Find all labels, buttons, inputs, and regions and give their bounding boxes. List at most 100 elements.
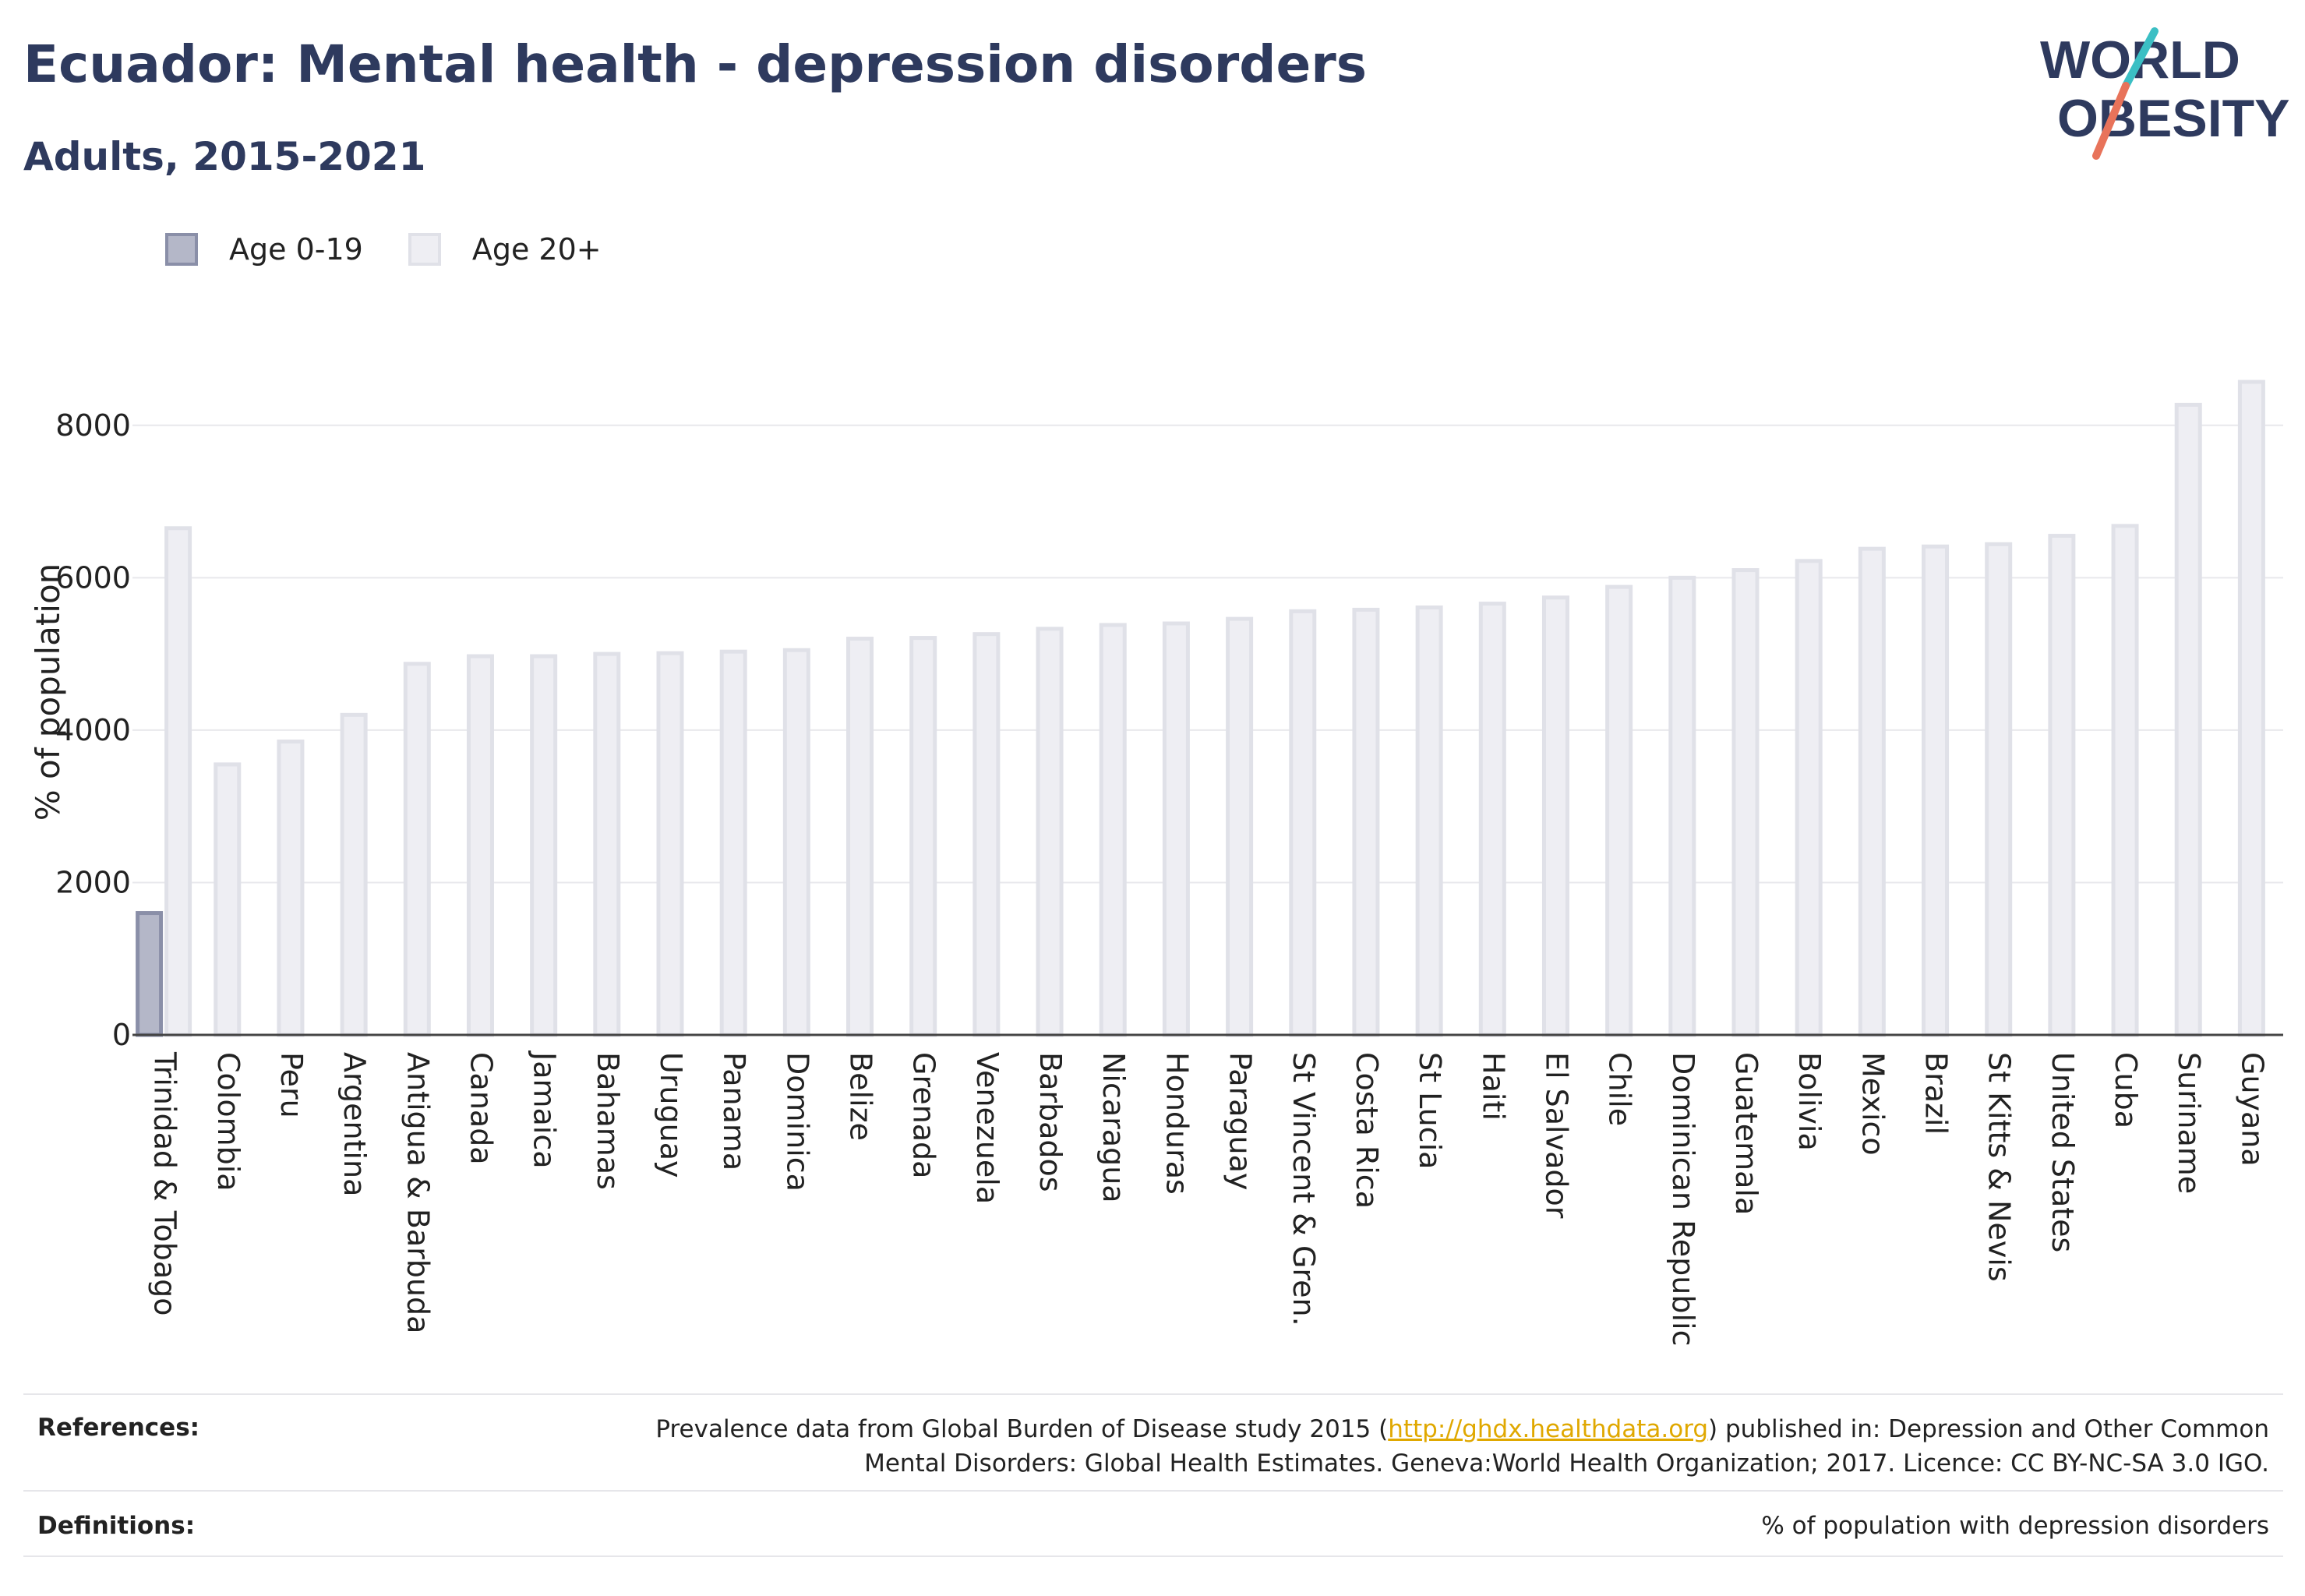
legend-item-age-0-19[interactable]: Age 0-19 [165,232,363,267]
bar-trinidad-tobago-age-0-19[interactable] [136,911,164,1037]
references-link[interactable]: http://ghdx.healthdata.org [1388,1415,1709,1443]
y-axis-ticks: 0 2000 4000 6000 8000 [55,408,131,1052]
x-tick-label-guyana: Guyana [2235,1052,2269,1167]
x-tick-label-dominican-republic: Dominican Republic [1666,1052,1700,1346]
bar-bahamas-age-20[interactable] [593,651,621,1037]
references-text-line2: Mental Disorders: Global Health Estimate… [864,1449,2269,1478]
y-tick-label-2000: 2000 [55,865,131,899]
bar-el-salvador-age-20[interactable] [1541,595,1569,1037]
legend-swatch-age-0-19 [165,233,198,266]
bar-panama-age-20[interactable] [719,649,747,1037]
x-tick-label-chile: Chile [1603,1052,1637,1126]
references-text: Prevalence data from Global Burden of Di… [555,1412,2269,1481]
logo-stroke-teal [2122,27,2159,90]
bar-brazil-age-20[interactable] [1922,544,1950,1037]
bar-st-kitts-nevis-age-20[interactable] [1985,542,2013,1037]
x-tick-label-jamaica: Jamaica [528,1050,562,1169]
chart-subtitle: Adults, 2015-2021 [23,134,426,179]
bar-haiti-age-20[interactable] [1478,602,1506,1037]
bar-nicaragua-age-20[interactable] [1099,623,1127,1037]
definitions-label: Definitions: [37,1512,196,1540]
x-tick-label-panama: Panama [717,1052,751,1171]
x-tick-label-argentina: Argentina [337,1052,372,1196]
bar-honduras-age-20[interactable] [1162,621,1190,1037]
x-tick-label-haiti: Haiti [1476,1052,1510,1121]
gridlines [132,424,2283,884]
x-axis-ticks: Trinidad & Tobago Colombia Peru Argentina An… [148,1050,2270,1346]
x-tick-label-bolivia: Bolivia [1792,1052,1827,1151]
y-tick-label-0: 0 [112,1018,131,1052]
x-tick-label-grenada: Grenada [907,1052,941,1178]
x-tick-label-belize: Belize [844,1052,878,1141]
x-tick-label-bahamas: Bahamas [591,1052,625,1190]
definitions-section: Definitions: % of population with depres… [23,1510,2283,1549]
legend-label-age-0-19: Age 0-19 [229,232,363,267]
bar-uruguay-age-20[interactable] [656,651,684,1037]
y-tick-label-4000: 4000 [55,713,131,747]
bar-belize-age-20[interactable] [846,637,874,1037]
x-tick-label-colombia: Colombia [211,1052,245,1192]
x-tick-label-guatemala: Guatemala [1729,1052,1763,1215]
x-tick-label-st-vincent-gren: St Vincent & Gren. [1287,1052,1321,1326]
bar-antigua-barbuda-age-20[interactable] [403,662,431,1037]
x-tick-label-paraguay: Paraguay [1223,1052,1258,1190]
bar-chart: 0 2000 4000 6000 8000 Trinidad & Tobago Colom… [29,380,2283,1346]
bar-colombia-age-20[interactable] [214,762,242,1037]
references-section: References: Prevalence data from Global … [23,1412,2283,1482]
definitions-text: % of population with depression disorder… [1761,1512,2269,1540]
bar-chile-age-20[interactable] [1605,584,1633,1037]
x-tick-label-honduras: Honduras [1160,1052,1194,1195]
x-tick-label-st-kitts-nevis: St Kitts & Nevis [1982,1052,2017,1282]
bar-bolivia-age-20[interactable] [1795,559,1823,1037]
x-tick-label-trinidad-tobago: Trinidad & Tobago [148,1051,182,1316]
x-tick-label-brazil: Brazil [1919,1052,1954,1135]
legend: Age 0-19 Age 20+ [165,232,647,267]
bar-united-states-age-20[interactable] [2048,534,2076,1037]
bar-argentina-age-20[interactable] [340,712,368,1037]
x-tick-label-uruguay: Uruguay [654,1052,688,1178]
bar-cuba-age-20[interactable] [2111,524,2139,1037]
x-tick-label-dominica: Dominica [780,1052,814,1192]
world-obesity-logo: WORLD OBESITY [2040,27,2290,160]
references-label: References: [37,1414,200,1442]
x-tick-label-suriname: Suriname [2172,1052,2206,1194]
bar-suriname-age-20[interactable] [2174,402,2202,1037]
bar-guyana-age-20[interactable] [2237,380,2265,1037]
footer-divider-bottom [23,1555,2283,1557]
footer-divider-top [23,1393,2283,1395]
x-tick-label-peru: Peru [274,1052,309,1118]
bar-trinidad-tobago-age-20[interactable] [164,526,192,1037]
x-tick-label-barbados: Barbados [1033,1052,1068,1192]
x-tick-label-st-lucia: St Lucia [1413,1052,1447,1169]
y-tick-label-8000: 8000 [55,408,131,443]
legend-label-age-20-plus: Age 20+ [471,232,602,267]
bar-venezuela-age-20[interactable] [972,632,1001,1037]
bar-dominican-republic-age-20[interactable] [1668,575,1696,1037]
logo-stroke-coral [2092,82,2130,160]
x-tick-label-mexico: Mexico [1855,1052,1890,1156]
bar-barbados-age-20[interactable] [1036,627,1064,1037]
bar-jamaica-age-20[interactable] [530,654,558,1037]
x-tick-label-el-salvador: El Salvador [1539,1052,1573,1219]
bar-paraguay-age-20[interactable] [1226,616,1254,1037]
bar-costa-rica-age-20[interactable] [1352,607,1380,1037]
x-tick-label-venezuela: Venezuela [970,1052,1004,1204]
bar-st-vincent-gren-age-20[interactable] [1289,609,1317,1037]
x-tick-label-cuba: Cuba [2109,1052,2143,1128]
bar-dominica-age-20[interactable] [782,648,810,1037]
legend-swatch-age-20-plus [408,233,441,266]
y-axis-label: % of population [29,563,67,821]
bar-canada-age-20[interactable] [466,654,494,1037]
bar-st-lucia-age-20[interactable] [1415,605,1443,1037]
x-tick-label-costa-rica: Costa Rica [1350,1052,1384,1209]
bars [132,380,2283,1037]
legend-item-age-20-plus[interactable]: Age 20+ [408,232,602,267]
x-tick-label-antigua-barbuda: Antigua & Barbuda [401,1052,435,1333]
x-tick-label-nicaragua: Nicaragua [1096,1052,1131,1203]
bar-mexico-age-20[interactable] [1858,546,1886,1037]
bar-peru-age-20[interactable] [277,740,305,1037]
references-text-post: ) published in: Depression and Other Com… [1708,1415,2269,1443]
chart-title: Ecuador: Mental health - depression diso… [23,34,1368,94]
bar-guatemala-age-20[interactable] [1731,568,1760,1037]
bar-grenada-age-20[interactable] [909,636,937,1037]
